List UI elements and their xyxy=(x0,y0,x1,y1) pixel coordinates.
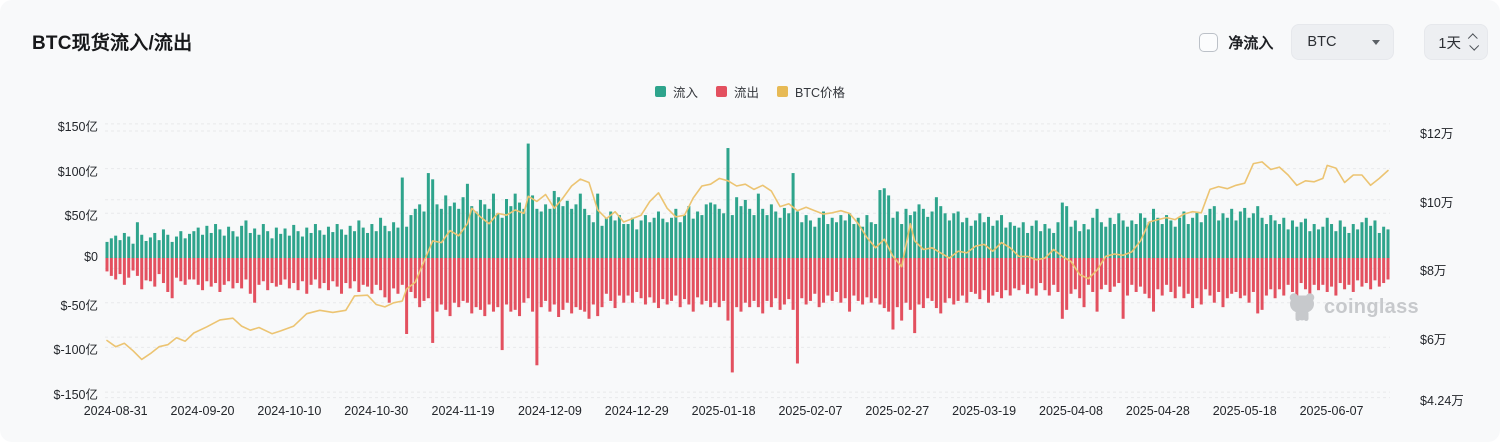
axis-tick-label: $-150亿 xyxy=(53,388,98,403)
axis-tick-label: $10万 xyxy=(1420,195,1454,210)
chevron-down-icon xyxy=(1372,39,1381,45)
axis-tick-label: 2025-04-08 xyxy=(1039,404,1103,418)
axis-tick-label: 2024-10-30 xyxy=(344,404,409,418)
axis-tick-label: 2024-09-20 xyxy=(170,404,235,418)
axis-tick-label: $-50亿 xyxy=(60,298,98,313)
chart-legend: 流入 流出 BTC价格 xyxy=(0,82,1500,101)
page-title: BTC现货流入/流出 xyxy=(32,33,193,54)
symbol-select-value: BTC xyxy=(1307,34,1337,50)
axis-tick-label: $12万 xyxy=(1420,127,1454,141)
left-y-axis: $150亿 $100亿 $50亿 $0 $-50亿 $-100亿 $-150亿 xyxy=(0,0,98,442)
net-flow-checkbox[interactable] xyxy=(1199,32,1219,52)
legend-item-outflow[interactable]: 流出 xyxy=(715,82,759,101)
axis-tick-label: $150亿 xyxy=(57,119,98,134)
btc-price-swatch-icon xyxy=(777,86,788,97)
chart-plot-area[interactable] xyxy=(105,115,1390,402)
axis-tick-label: $4.24万 xyxy=(1420,393,1464,408)
inflow-bars xyxy=(105,143,1390,258)
axis-tick-label: 2024-11-19 xyxy=(431,404,495,418)
axis-tick-label: $0 xyxy=(84,250,98,264)
axis-tick-label: 2024-10-10 xyxy=(257,404,322,418)
interval-select[interactable]: 1天 xyxy=(1424,24,1488,60)
header-controls: 净流入 BTC 1天 xyxy=(1199,24,1488,60)
price-line xyxy=(106,161,1389,361)
axis-tick-label: 2025-03-19 xyxy=(952,404,1017,418)
legend-item-btc-price[interactable]: BTC价格 xyxy=(777,82,845,101)
axis-tick-label: 2025-06-07 xyxy=(1299,404,1364,418)
interval-select-value: 1天 xyxy=(1438,35,1461,52)
axis-tick-label: $-100亿 xyxy=(53,343,98,358)
axis-tick-label: 2025-05-18 xyxy=(1212,404,1277,418)
legend-item-inflow[interactable]: 流入 xyxy=(654,82,698,101)
net-flow-label: 净流入 xyxy=(1228,34,1274,52)
axis-tick-label: $8万 xyxy=(1420,264,1447,279)
symbol-select[interactable]: BTC xyxy=(1291,24,1395,60)
axis-tick-label: 2024-08-31 xyxy=(83,404,148,418)
outflow-swatch-icon xyxy=(715,86,727,97)
x-axis: 2024-08-31 2024-09-20 2024-10-10 2024-10-30… xyxy=(0,404,1500,424)
axis-tick-label: 2025-02-07 xyxy=(778,404,843,418)
axis-tick-label: 2024-12-29 xyxy=(604,404,669,418)
axis-tick-label: $6万 xyxy=(1420,333,1447,348)
axis-tick-label: 2024-12-09 xyxy=(517,404,582,418)
axis-tick-label: 2025-01-18 xyxy=(691,404,756,418)
axis-tick-label: 2025-02-27 xyxy=(865,404,930,418)
axis-tick-label: 2025-04-28 xyxy=(1125,404,1190,418)
right-y-axis: $12万 $10万 $8万 $6万 $4.24万 xyxy=(1420,0,1500,442)
inflow-swatch-icon xyxy=(654,86,666,97)
axis-tick-label: $50亿 xyxy=(64,209,98,224)
outflow-bars xyxy=(105,258,1390,373)
net-flow-toggle[interactable]: 净流入 xyxy=(1199,32,1273,53)
axis-tick-label: $100亿 xyxy=(57,164,98,179)
